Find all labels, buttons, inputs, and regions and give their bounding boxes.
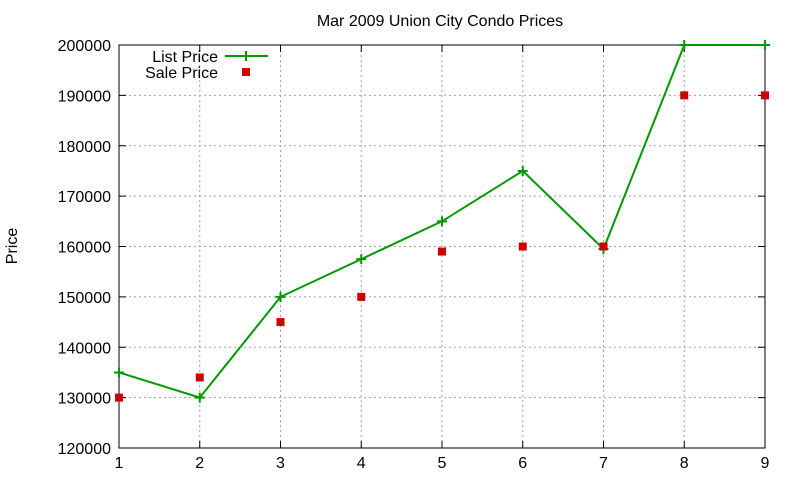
data-point <box>437 216 447 227</box>
data-point <box>761 91 769 100</box>
grid <box>119 45 765 448</box>
data-point <box>599 242 608 251</box>
legend-swatch-marker <box>242 68 250 76</box>
y-tick-label: 160000 <box>58 240 111 257</box>
data-point <box>760 40 770 50</box>
series-sale-price <box>115 91 769 402</box>
data-point <box>275 291 286 302</box>
y-tick-label: 190000 <box>58 88 111 105</box>
data-point <box>114 367 124 378</box>
legend-item: Sale Price <box>145 65 250 82</box>
x-tick-label: 6 <box>518 455 527 472</box>
x-tick-label: 2 <box>195 455 204 472</box>
series-list-price <box>114 40 770 403</box>
y-axis-label: Price <box>4 228 21 265</box>
data-point <box>438 247 446 256</box>
y-tick-label: 200000 <box>58 38 111 55</box>
data-point <box>356 254 367 265</box>
data-point <box>276 318 285 327</box>
x-tick-label: 4 <box>357 455 366 472</box>
legend-label: List Price <box>152 49 218 66</box>
y-tick-label: 130000 <box>58 391 111 408</box>
data-point <box>357 292 366 301</box>
y-tick-label: 120000 <box>58 441 111 458</box>
x-tick-label: 1 <box>115 455 124 472</box>
y-tick-label: 140000 <box>58 340 111 357</box>
axis-ticks: 120000 130000 140000 150000 160000 170000 1800… <box>58 38 770 472</box>
data-point <box>194 392 205 403</box>
data-point <box>518 242 527 251</box>
y-tick-label: 170000 <box>58 189 111 206</box>
x-tick-label: 9 <box>761 455 770 472</box>
data-point <box>679 40 690 50</box>
x-tick-label: 3 <box>276 455 285 472</box>
y-tick-label: 180000 <box>58 139 111 156</box>
data-point <box>680 91 689 100</box>
legend-swatch-marker <box>241 51 251 61</box>
data-point <box>195 373 204 382</box>
x-tick-label: 8 <box>680 455 689 472</box>
legend-label: Sale Price <box>145 65 218 82</box>
legend-item: List Price <box>152 49 268 66</box>
data-point <box>517 165 528 176</box>
x-tick-label: 7 <box>599 455 608 472</box>
y-tick-label: 150000 <box>58 290 111 307</box>
x-tick-label: 5 <box>438 455 447 472</box>
chart-title: Mar 2009 Union City Condo Prices <box>317 13 563 30</box>
series <box>114 40 770 403</box>
data-point <box>115 393 123 402</box>
